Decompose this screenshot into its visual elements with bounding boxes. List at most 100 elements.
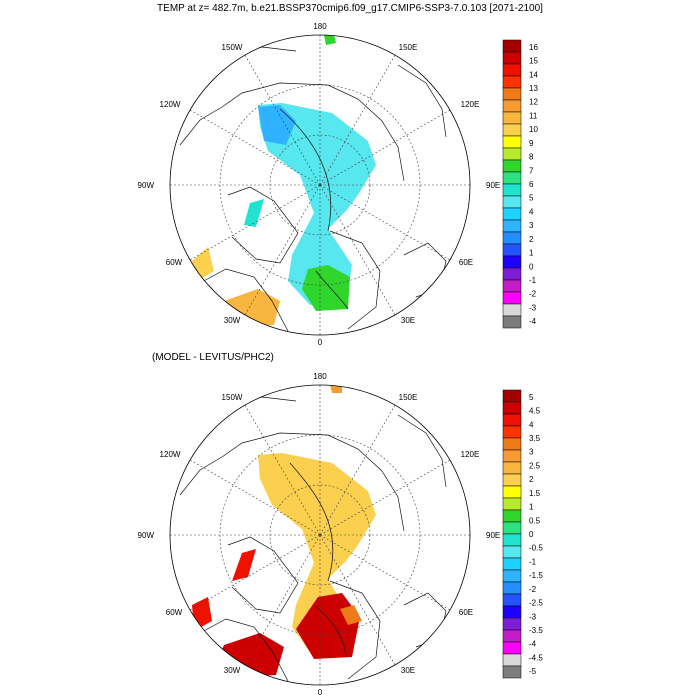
longitude-label-mid_upper_left: 120W <box>160 450 181 459</box>
bottom-colorbar-label: -0.5 <box>529 544 543 553</box>
top-colorbar-swatch <box>502 135 522 149</box>
top-colorbar-label: 2 <box>529 235 534 244</box>
field-orange-north <box>330 385 342 393</box>
top-colorbar-label: 13 <box>529 84 538 93</box>
bottom-polar-map: 180 0 90W 90E 150W 150E 120W 120E 60W 60E 30W 30E <box>138 372 501 697</box>
top-colorbar-label: 4 <box>529 207 534 216</box>
top-colorbar-label: 16 <box>529 43 538 52</box>
top-colorbar-label: 1 <box>529 249 534 258</box>
top-colorbar-label: 11 <box>529 111 538 120</box>
top-colorbar-swatch <box>502 159 522 173</box>
longitude-label-lower_left: 60W <box>166 608 183 617</box>
top-colorbar-label: 10 <box>529 125 538 134</box>
longitude-label-bottom_right: 30E <box>401 666 415 675</box>
bottom-colorbar-label: 0.5 <box>529 516 541 525</box>
top-colorbar-swatch <box>502 99 522 113</box>
field-red-west <box>232 549 256 581</box>
meridian-line <box>244 404 321 536</box>
bottom-colorbar-swatch <box>502 605 522 619</box>
bottom-colorbar-label: 3 <box>529 448 534 457</box>
top-colorbar-label: 0 <box>529 262 534 271</box>
bottom-colorbar-swatch <box>502 557 522 571</box>
map-border <box>169 34 471 336</box>
top-colorbar-swatch <box>502 315 522 329</box>
top-colorbar-swatch <box>502 147 522 161</box>
bottom-colorbar-label: 5 <box>529 393 534 402</box>
bottom-colorbar-swatch <box>502 437 522 451</box>
top-colorbar-label: -1 <box>529 276 537 285</box>
contours <box>289 462 347 658</box>
bottom-colorbar-swatch <box>502 593 522 607</box>
graticule <box>170 385 470 685</box>
bottom-colorbar-label: 1.5 <box>529 489 541 498</box>
longitude-label-bottom_right: 30E <box>401 316 415 325</box>
field-green-north <box>324 35 336 45</box>
longitude-label-top: 180 <box>313 22 327 31</box>
meridian-line <box>319 109 451 186</box>
longitude-label-mid_upper_right: 120E <box>461 100 480 109</box>
top-colorbar-swatch <box>502 171 522 185</box>
bottom-colorbar-label: -4 <box>529 640 537 649</box>
bottom-colorbar-swatch <box>502 617 522 631</box>
top-colorbar-swatch <box>502 87 522 101</box>
top-colorbar-label: 12 <box>529 98 538 107</box>
bottom-colorbar: 5 4.5 4 3.5 3 2.5 2 1.5 1 0.5 0 -0.5 -1 -1.5 -2 -2.5 -3 -… <box>502 389 543 679</box>
bottom-colorbar-swatch <box>502 653 522 667</box>
top-colorbar-swatch <box>502 219 522 233</box>
top-polar-map: 180 0 90W 90E 150W 150E 120W 120E 60W 60E 30W 30E <box>138 22 501 347</box>
top-colorbar-swatch <box>502 39 522 53</box>
longitude-label-bottom_left: 30W <box>224 666 241 675</box>
bottom-colorbar-swatch <box>502 485 522 499</box>
meridian-line <box>319 534 451 611</box>
bottom-colorbar-swatch <box>502 569 522 583</box>
longitude-label-mid_upper_left: 120W <box>160 100 181 109</box>
bottom-colorbar-swatch <box>502 665 522 679</box>
top-colorbar-label: -2 <box>529 290 537 299</box>
bottom-colorbar-swatch <box>502 389 522 403</box>
meridian-line <box>319 459 451 536</box>
longitude-label-upper_right: 150E <box>399 43 418 52</box>
longitude-label-lower_right: 60E <box>459 608 473 617</box>
lower-map-title: (MODEL - LEVITUS/PHC2) <box>152 352 274 363</box>
top-colorbar-swatch <box>502 255 522 269</box>
longitude-label-lower_right: 60E <box>459 258 473 267</box>
longitude-label-left: 90W <box>138 531 155 540</box>
longitude-label-right: 90E <box>486 531 500 540</box>
field-teal-west <box>244 199 264 227</box>
bottom-colorbar-swatch <box>502 629 522 643</box>
meridian-line <box>319 184 451 261</box>
bottom-colorbar-label: -3.5 <box>529 626 543 635</box>
longitude-label-upper_left: 150W <box>222 393 243 402</box>
longitude-label-upper_left: 150W <box>222 43 243 52</box>
meridian-line <box>244 54 321 186</box>
top-colorbar-label: -3 <box>529 303 537 312</box>
coastline <box>227 536 299 614</box>
meridian-line <box>319 184 396 316</box>
top-colorbar-swatch <box>502 279 522 293</box>
bottom-colorbar-swatch <box>502 581 522 595</box>
bottom-colorbar-label: -4.5 <box>529 653 543 662</box>
field-orange-east <box>340 605 362 625</box>
bottom-colorbar-swatch <box>502 425 522 439</box>
bottom-colorbar-label: 4.5 <box>529 407 541 416</box>
top-colorbar-label: 6 <box>529 180 534 189</box>
top-colorbar-label: 3 <box>529 221 534 230</box>
bottom-colorbar-label: -1.5 <box>529 571 543 580</box>
bottom-colorbar-label: 2.5 <box>529 461 541 470</box>
coastline <box>199 618 289 682</box>
meridian-line <box>244 184 321 316</box>
bottom-colorbar-label: 2 <box>529 475 534 484</box>
top-colorbar-swatch <box>502 207 522 221</box>
bottom-colorbar-label: -2.5 <box>529 599 543 608</box>
top-colorbar-swatch <box>502 75 522 89</box>
top-colorbar-label: 9 <box>529 139 534 148</box>
top-colorbar-swatch <box>502 243 522 257</box>
bottom-colorbar-label: 0 <box>529 530 534 539</box>
bottom-colorbar-swatch <box>502 461 522 475</box>
figure-title: TEMP at z= 482.7m, b.e21.BSSP370cmip6.f0… <box>157 3 543 14</box>
contour-line <box>315 606 347 658</box>
coastline <box>397 64 447 138</box>
bottom-colorbar-label: 4 <box>529 420 534 429</box>
top-colorbar-swatch <box>502 291 522 305</box>
